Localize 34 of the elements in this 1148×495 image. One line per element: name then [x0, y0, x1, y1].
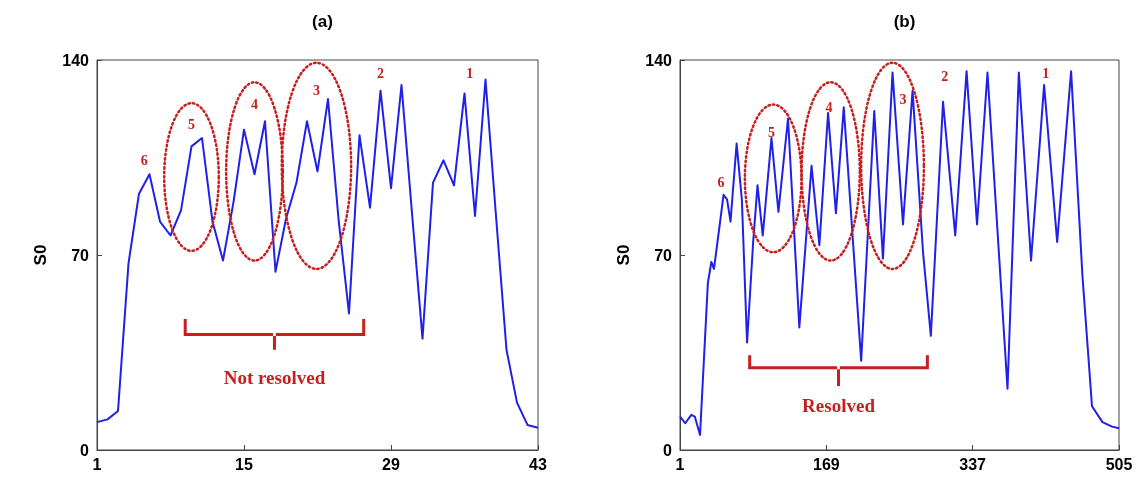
annotation: 2 [941, 69, 949, 85]
x-tick-label: 15 [235, 455, 253, 473]
x-tick-label: 337 [959, 455, 987, 473]
line-series [96, 78, 539, 429]
annotation: 1 [466, 66, 474, 82]
x-tick-label: 43 [529, 455, 547, 473]
annotation: 3 [312, 83, 320, 99]
annotation: 1 [1042, 66, 1050, 82]
annotation: 4 [825, 99, 833, 115]
y-tick-label: 140 [62, 51, 90, 69]
line-series [679, 70, 1120, 436]
annotation: 5 [767, 124, 775, 140]
annotation: Resolved [802, 394, 876, 416]
y-axis-title: S0 [614, 244, 633, 266]
y-tick-label: 70 [71, 246, 90, 264]
y-tick-label: 0 [663, 441, 673, 459]
annotation: 4 [251, 97, 258, 113]
annotation: 3 [899, 91, 907, 107]
x-tick-label: 29 [382, 455, 400, 473]
x-tick-label: 505 [1105, 455, 1133, 473]
y-axis-title: S0 [31, 244, 50, 266]
annotation: 6 [140, 152, 148, 168]
annotation: 6 [717, 175, 725, 191]
annotation: Not resolved [223, 367, 326, 389]
annotation: 5 [188, 116, 195, 132]
y-tick-label: 140 [645, 51, 673, 69]
y-tick-label: 70 [654, 246, 673, 264]
x-tick-label: 1 [92, 455, 102, 473]
x-tick-label: 169 [812, 455, 840, 473]
chart-title: (a) [312, 12, 333, 31]
x-tick-label: 1 [675, 455, 685, 473]
annotation: 2 [377, 66, 384, 82]
y-tick-label: 0 [80, 441, 90, 459]
chart-title: (b) [893, 12, 916, 31]
